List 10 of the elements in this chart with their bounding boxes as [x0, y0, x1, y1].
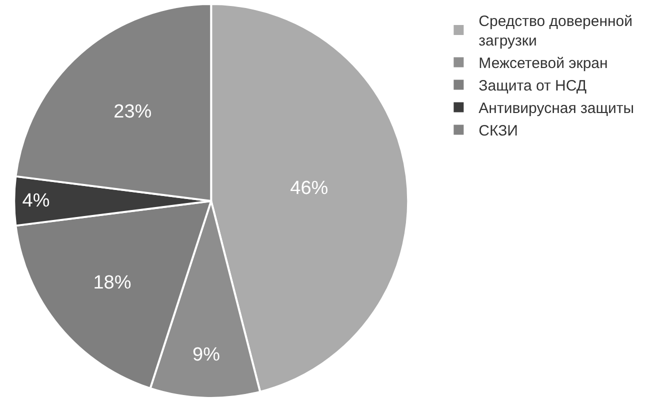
data-label: 9% [192, 344, 220, 366]
data-label: 46% [290, 178, 328, 200]
legend-label: СКЗИ [478, 122, 518, 140]
legend-label: Антивирусная защиты [478, 100, 634, 118]
legend-label: Защита от НСД [478, 78, 587, 95]
data-label: 4% [22, 190, 50, 212]
legend-label: Межсетевой экран [478, 55, 608, 72]
data-label: 23% [114, 102, 152, 123]
legend-label: Средство доверенной загрузки [478, 13, 633, 50]
data-label: 18% [93, 272, 132, 294]
